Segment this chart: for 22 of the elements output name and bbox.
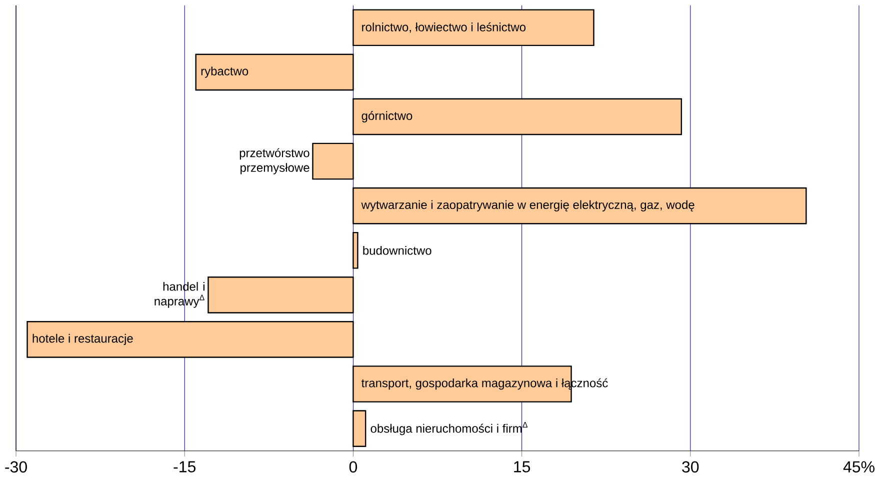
bar	[208, 276, 354, 314]
bar	[26, 321, 354, 358]
bar	[352, 187, 807, 224]
x-tick-label: 45%	[843, 461, 874, 473]
bar	[352, 232, 358, 269]
x-tick-label: 0	[349, 461, 358, 473]
y-tick-label: hotele i restauracje	[32, 334, 133, 346]
y-tick-label: górnictwo	[362, 111, 412, 122]
x-tick-label: 30	[682, 461, 699, 473]
x-tick-label: -15	[174, 461, 196, 472]
x-tick-label: 15	[514, 461, 530, 472]
bar	[352, 9, 594, 46]
y-tick-label: wytwarzanie i zaopatrywanie w energię elektryczną, gaz, wodę	[361, 200, 694, 212]
y-tick-label: rolnictwo, łowiectwo i leśnictwo	[362, 22, 526, 33]
bar	[312, 142, 354, 180]
bar	[352, 98, 682, 136]
x-tick-label: -30	[5, 461, 27, 473]
y-tick-label: budownictwo	[363, 246, 432, 255]
y-tick-label: rybactwo	[201, 66, 248, 78]
bar	[352, 410, 366, 448]
bar	[195, 54, 354, 91]
y-tick-label: przetwórstwo przemysłowe	[240, 148, 310, 174]
